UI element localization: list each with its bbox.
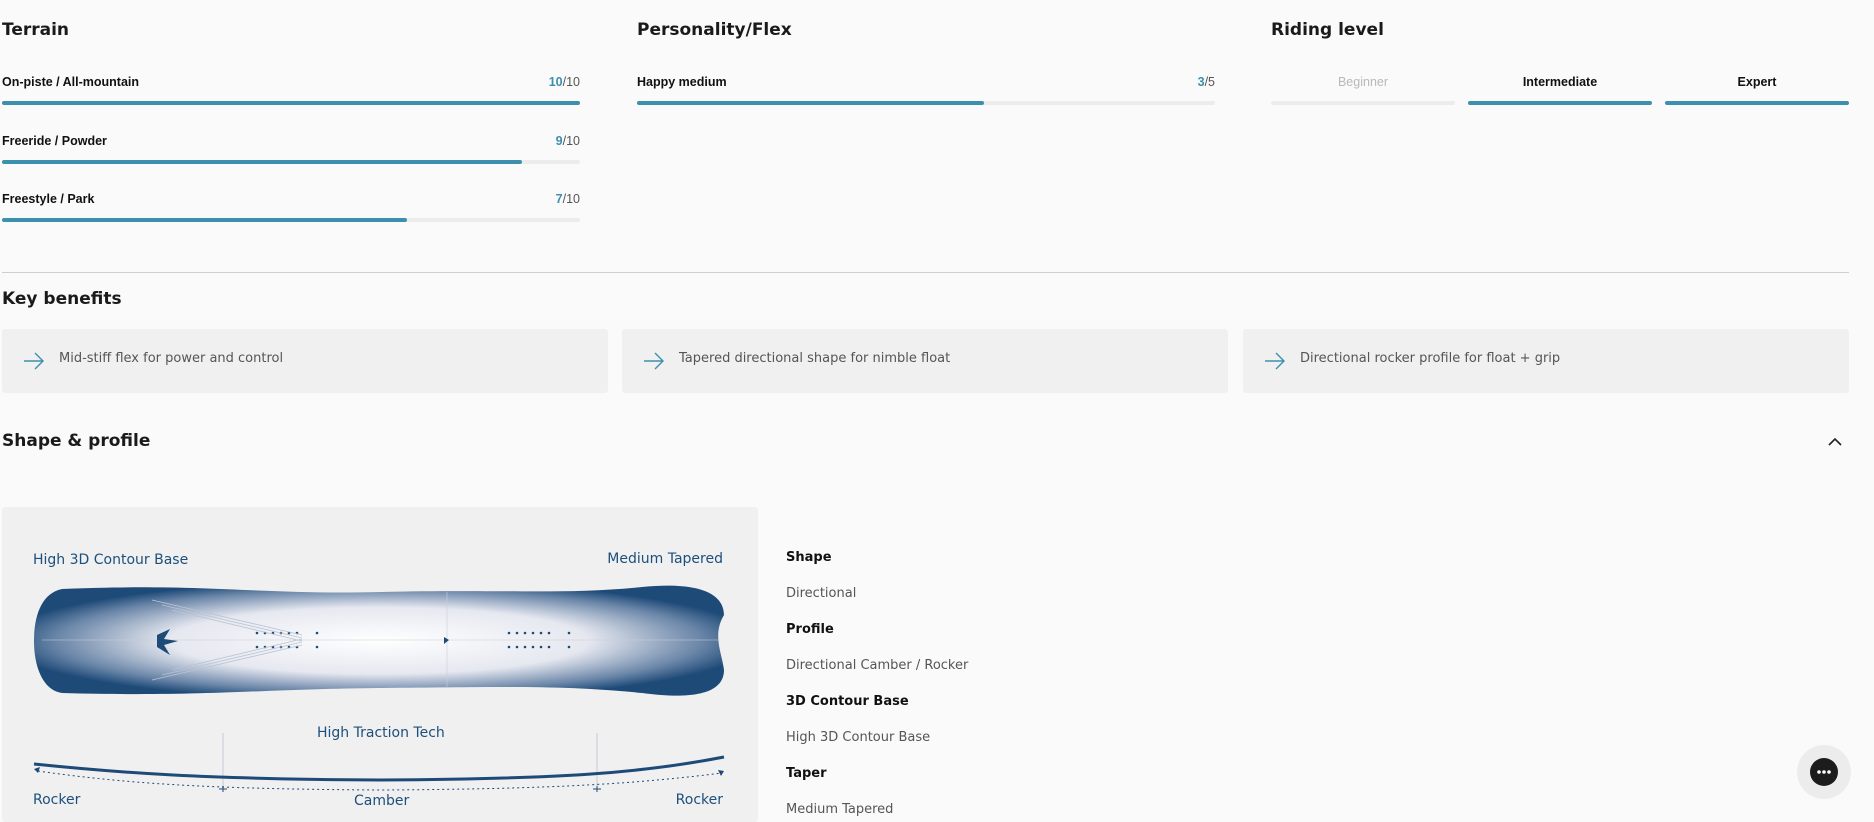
terrain-row-label: Freeride / Powder	[2, 134, 107, 148]
spec-shape-value: Directional	[786, 586, 857, 601]
diagram-label-camber: Camber	[354, 793, 410, 809]
terrain-row-score: 9/10	[555, 134, 580, 148]
level-bar	[1468, 101, 1652, 105]
riding-level-title: Riding level	[1271, 20, 1384, 40]
board-diagram: High 3D Contour Base Medium Tapered High	[2, 507, 758, 822]
arrow-right-icon	[644, 352, 664, 370]
benefit-text: Directional rocker profile for float + g…	[1300, 351, 1561, 366]
chat-button[interactable]	[1797, 745, 1851, 799]
diagram-label-traction: High Traction Tech	[317, 725, 445, 741]
chat-dots-icon	[1817, 770, 1831, 774]
terrain-row: Freeride / Powder 9/10	[2, 134, 580, 174]
terrain-row-bar	[2, 101, 580, 105]
spec-taper-value: Medium Tapered	[786, 802, 894, 817]
level-expert: Expert	[1665, 20, 1849, 105]
benefit-text: Tapered directional shape for nimble flo…	[679, 351, 951, 366]
terrain-row-label: On-piste / All-mountain	[2, 75, 140, 89]
terrain-row-bar	[2, 160, 580, 164]
benefit-card: Directional rocker profile for float + g…	[1243, 329, 1849, 393]
spec-shape-key: Shape	[786, 550, 832, 565]
arrow-right-icon	[24, 352, 44, 370]
level-label: Beginner	[1337, 75, 1389, 89]
level-label: Intermediate	[1522, 75, 1598, 89]
chat-bubble-icon	[1810, 758, 1838, 786]
level-label: Expert	[1737, 75, 1777, 89]
personality-score: 3/5	[1197, 75, 1215, 89]
personality-row: Happy medium 3/5	[637, 75, 1215, 115]
benefit-card: Mid-stiff flex for power and control	[2, 329, 608, 393]
spec-profile-key: Profile	[786, 622, 834, 637]
level-beginner: Beginner	[1271, 20, 1455, 105]
chevron-up-icon[interactable]	[1827, 434, 1843, 450]
level-bar	[1665, 101, 1849, 105]
personality-bar	[637, 101, 1215, 105]
terrain-row: Freestyle / Park 7/10	[2, 192, 580, 232]
board-profile-side	[33, 733, 725, 792]
diagram-label-taper: Medium Tapered	[607, 551, 723, 567]
riding-level-section: Riding level Beginner Intermediate Exper…	[1271, 20, 1849, 120]
terrain-row: On-piste / All-mountain 10/10	[2, 75, 580, 115]
terrain-row-score: 10/10	[548, 75, 580, 89]
terrain-row-score: 7/10	[555, 192, 580, 206]
terrain-row-bar	[2, 218, 580, 222]
spec-contour-value: High 3D Contour Base	[786, 730, 931, 745]
shape-profile-toggle[interactable]: Shape & profile	[2, 431, 1849, 455]
terrain-section: Terrain On-piste / All-mountain 10/10 Fr…	[2, 20, 580, 222]
diagram-label-contour: High 3D Contour Base	[33, 552, 189, 568]
benefit-card: Tapered directional shape for nimble flo…	[622, 329, 1228, 393]
terrain-row-label: Freestyle / Park	[2, 192, 95, 206]
section-divider	[2, 272, 1849, 273]
snowboard-top-view	[34, 585, 724, 696]
arrow-right-icon	[1265, 352, 1285, 370]
personality-section: Personality/Flex Happy medium 3/5	[637, 20, 1215, 120]
spec-profile-value: Directional Camber / Rocker	[786, 658, 969, 673]
diagram-label-rocker-left: Rocker	[33, 792, 81, 808]
terrain-title: Terrain	[2, 20, 70, 40]
benefit-text: Mid-stiff flex for power and control	[59, 351, 284, 366]
level-bar	[1271, 101, 1455, 105]
personality-title: Personality/Flex	[637, 20, 792, 40]
spec-contour-key: 3D Contour Base	[786, 694, 909, 709]
level-intermediate: Intermediate	[1468, 20, 1652, 105]
key-benefits-title: Key benefits	[2, 289, 122, 309]
spec-taper-key: Taper	[786, 766, 827, 781]
personality-label: Happy medium	[637, 75, 727, 89]
shape-profile-title: Shape & profile	[2, 431, 151, 451]
diagram-label-rocker-right: Rocker	[675, 792, 723, 808]
